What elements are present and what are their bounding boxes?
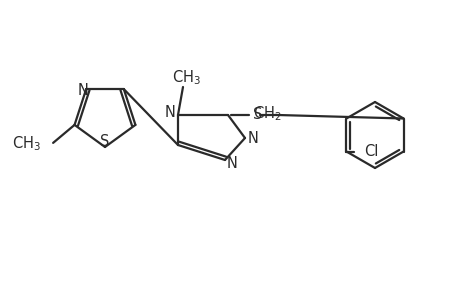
Text: N: N xyxy=(78,82,89,98)
Text: CH$_3$: CH$_3$ xyxy=(12,134,41,153)
Text: N: N xyxy=(247,130,258,146)
Text: S: S xyxy=(252,106,262,122)
Text: N: N xyxy=(165,104,176,119)
Text: CH$_2$: CH$_2$ xyxy=(252,105,281,123)
Text: CH$_3$: CH$_3$ xyxy=(171,69,200,87)
Text: S: S xyxy=(100,134,109,148)
Text: Cl: Cl xyxy=(364,144,378,159)
Text: N: N xyxy=(226,155,237,170)
